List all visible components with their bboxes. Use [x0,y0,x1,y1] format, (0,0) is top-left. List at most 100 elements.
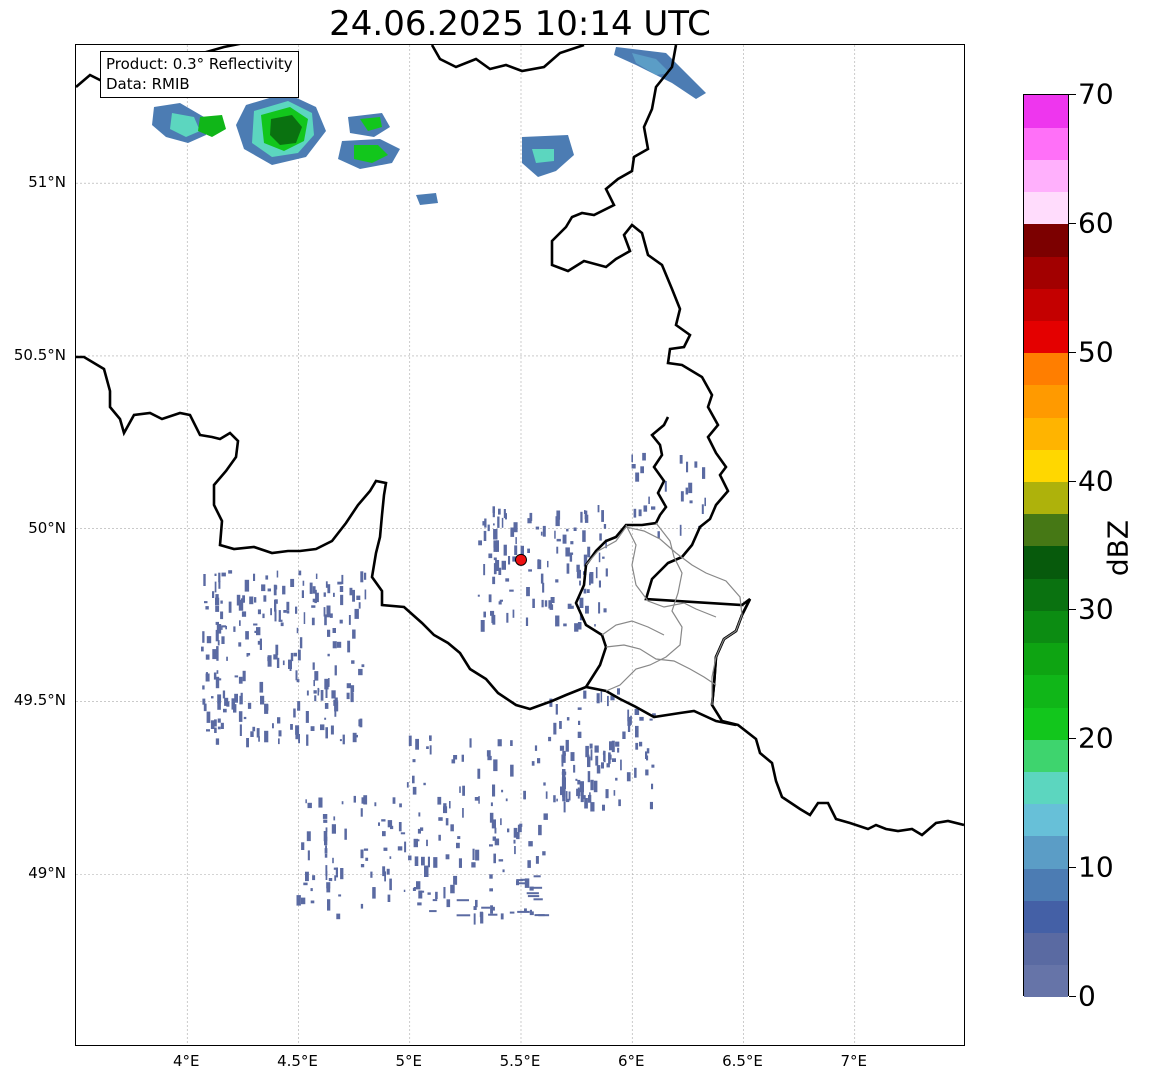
clutter-echo [221,572,226,577]
clutter-echo [228,570,233,574]
clutter-echo [242,670,246,682]
clutter-echo [310,888,313,892]
colorbar-tick-mark [1069,351,1076,353]
map-title: 24.06.2025 10:14 UTC [329,4,711,44]
clutter-echo [453,755,458,760]
clutter-echo [215,605,220,612]
colorbar-segment [1024,739,1068,772]
gridlines [76,45,964,1045]
clutter-echo [537,559,542,570]
clutter-echo [415,738,419,750]
clutter-echo [634,708,640,715]
clutter-echo [611,758,616,762]
clutter-echo [524,908,527,912]
clutter-echo [580,792,584,803]
clutter-echo [217,640,220,646]
clutter-echo [577,731,582,738]
clutter-echo [301,590,304,598]
clutter-echo [226,656,228,661]
clutter-echo [258,736,260,742]
clutter-echo [338,894,342,897]
clutter-echo [249,596,254,605]
clutter-echo [605,539,607,549]
clutter-echo [239,724,242,736]
clutter-echo [608,754,612,760]
clutter-echo [570,605,574,609]
clutter-echo [526,892,539,895]
clutter-echo [325,581,328,588]
colorbar-segment [1024,320,1068,354]
clutter-echo [220,600,223,604]
clutter-echo [492,512,495,518]
clutter-echo [311,617,315,626]
clutter-echo [527,895,540,898]
clutter-echo [594,624,596,627]
clutter-echo [413,838,418,848]
clutter-echo [397,846,403,851]
clutter-echo [327,899,331,911]
clutter-echo [253,623,258,626]
clutter-echo [274,600,277,612]
clutter-echo [350,692,354,703]
clutter-echo [652,713,656,716]
clutter-echo [244,579,250,592]
radar-clutter [201,452,706,925]
clutter-echo [212,649,217,660]
clutter-echo [205,606,209,610]
clutter-echo [337,581,342,585]
clutter-echo [598,580,601,588]
clutter-echo [505,578,510,582]
clutter-echo [246,738,249,748]
clutter-echo [429,735,432,740]
colorbar-segment [1024,674,1068,708]
clutter-echo [494,827,497,834]
clutter-echo [680,491,684,502]
colorbar-tick-label: 0 [1078,979,1096,1013]
clutter-echo [475,899,478,908]
clutter-echo [289,663,292,671]
clutter-echo [334,700,339,712]
clutter-echo [238,676,243,684]
clutter-echo [360,808,363,817]
clutter-echo [527,548,530,553]
clutter-echo [247,702,252,709]
colorbar-unit-label: dBZ [1101,519,1135,577]
clutter-echo [497,739,502,747]
clutter-echo [489,888,493,892]
clutter-echo [472,848,475,860]
clutter-echo [462,808,464,818]
clutter-echo [276,657,280,668]
clutter-echo [406,782,409,788]
clutter-echo [651,783,654,790]
colorbar-segment [1024,417,1068,450]
clutter-echo [501,789,504,793]
clutter-echo [505,513,507,520]
clutter-echo [218,572,221,583]
clutter-echo [280,622,284,627]
clutter-echo [498,601,502,605]
clutter-echo [243,716,247,720]
clutter-echo [679,524,682,536]
clutter-echo [312,662,315,670]
clutter-echo [416,881,421,890]
clutter-echo [361,664,365,668]
clutter-echo [419,890,425,893]
clutter-echo [527,860,531,868]
colorbar-segment [1024,771,1068,805]
clutter-echo [478,540,482,546]
clutter-echo [314,589,317,595]
clutter-echo [324,703,329,709]
clutter-echo [631,454,633,463]
clutter-echo [553,722,557,735]
clutter-echo [445,854,450,860]
colorbar-segment [1024,513,1068,547]
clutter-echo [586,589,590,593]
clutter-echo [320,724,325,731]
clutter-echo [314,695,317,702]
clutter-echo [500,913,504,920]
clutter-echo [432,899,438,902]
clutter-echo [483,564,486,576]
clutter-echo [622,731,626,739]
clutter-echo [588,794,592,803]
clutter-echo [525,617,529,626]
